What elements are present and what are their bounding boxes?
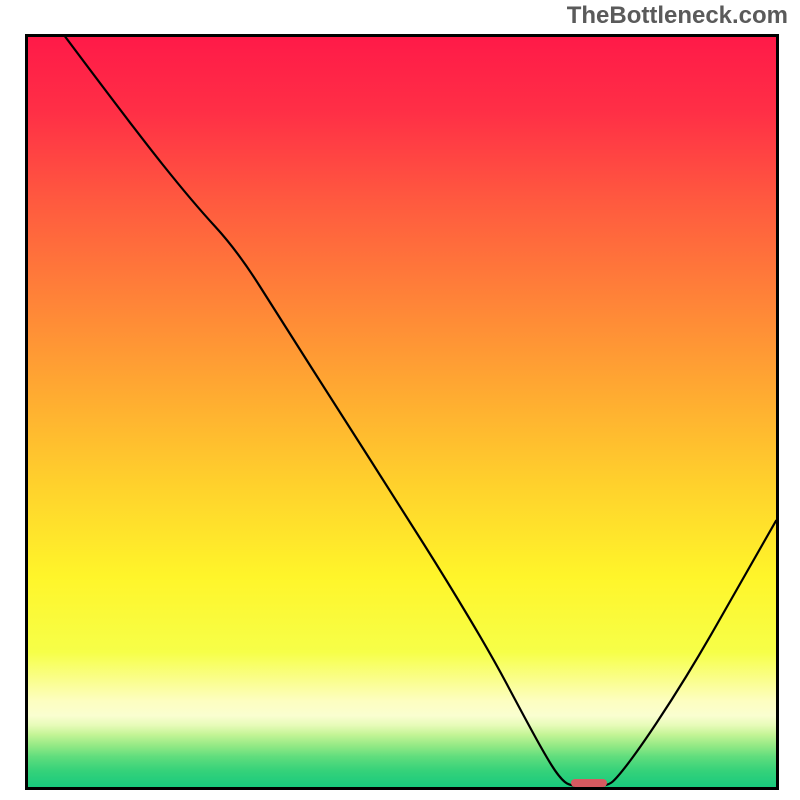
curve-layer <box>0 0 800 800</box>
optimal-marker <box>571 779 607 787</box>
bottleneck-curve <box>65 37 776 787</box>
chart-canvas: TheBottleneck.com <box>0 0 800 800</box>
watermark-label: TheBottleneck.com <box>567 2 788 30</box>
